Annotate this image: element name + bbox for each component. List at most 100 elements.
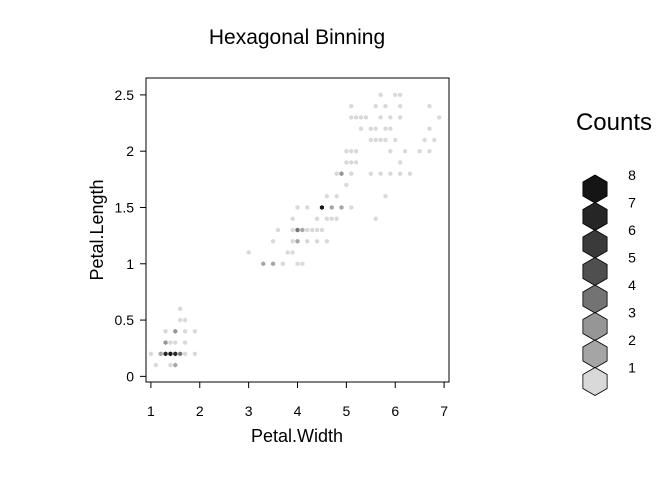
legend-swatch-1 (582, 367, 608, 396)
hexbin-cell-86 (373, 126, 378, 132)
hexbin-cell-78 (398, 160, 403, 165)
hexbin-cell-80 (373, 137, 378, 143)
hexbin-cell-8 (178, 351, 183, 357)
hexbin-cell-58 (334, 171, 339, 177)
hexbin-cell-102 (393, 92, 398, 98)
hexbin-cell-0 (153, 362, 158, 368)
hexbin-cell-7 (173, 351, 178, 357)
legend-label-4: 4 (628, 277, 636, 293)
hexbin-cell-30 (270, 238, 276, 244)
hexbin-cell-25 (280, 261, 285, 267)
legend-swatch-2 (582, 339, 608, 369)
hexbin-cell-26 (285, 250, 290, 255)
hexbin-cell-68 (349, 160, 354, 165)
hexbin-cell-55 (334, 193, 339, 199)
y-tick-label-4: 2 (126, 143, 134, 159)
legend-swatch-4 (582, 284, 608, 314)
hexbin-cell-34 (314, 238, 320, 244)
hexbin-cell-93 (388, 115, 393, 120)
legend-label-1: 1 (628, 360, 636, 376)
hexbin-cell-2 (173, 362, 178, 368)
hexbin-cell-75 (402, 148, 408, 154)
hexbin-cell-15 (163, 328, 168, 334)
legend-label-8: 8 (628, 167, 636, 183)
hexbin-cell-59 (339, 171, 344, 177)
hexbin-cell-105 (427, 103, 432, 109)
hexbin-cell-97 (427, 126, 432, 132)
y-tick-label-5: 2.5 (115, 87, 135, 103)
hexbin-cell-19 (178, 317, 183, 323)
hexbin-cell-22 (246, 250, 251, 255)
hexbin-cell-36 (275, 227, 281, 233)
hexbin-cell-100 (398, 103, 403, 109)
y-axis: 0 0.5 1 1.5 2 2.5 (115, 87, 147, 384)
legend-label-7: 7 (628, 195, 636, 211)
hexbin-cell-70 (373, 216, 378, 222)
hexbin-cell-1 (168, 362, 173, 368)
hexbin-cell-41 (310, 227, 315, 233)
hexbin-cell-29 (300, 261, 305, 267)
x-tick-label-4: 4 (294, 403, 302, 419)
hexbin-cell-83 (422, 137, 427, 143)
hexbin-cell-12 (168, 340, 173, 345)
hexbin-cell-44 (329, 216, 334, 222)
hexbin-cell-17 (183, 328, 188, 334)
hexbin-cell-42 (314, 227, 320, 233)
hexbin-cell-81 (378, 137, 383, 143)
hexbin-cell-9 (183, 351, 188, 357)
x-tick-label-2: 2 (196, 403, 204, 419)
chart-title: Hexagonal Binning (209, 26, 385, 49)
hexbin-cell-47 (324, 216, 329, 222)
hexbin-cell-38 (295, 227, 300, 233)
hexbin-cell-106 (383, 126, 388, 132)
hexbin-cell-77 (427, 148, 432, 154)
hexbin-cell-74 (388, 148, 393, 154)
hexbin-cell-53 (305, 205, 310, 210)
hexbin-cell-18 (192, 328, 197, 334)
hexbin-cell-72 (349, 148, 354, 154)
hexbin-cell-13 (173, 340, 178, 345)
legend-swatch-7 (582, 202, 608, 231)
hexbin-cell-65 (407, 171, 412, 177)
legend-swatch-6 (582, 229, 608, 259)
legend-label-6: 6 (628, 222, 636, 238)
hexbin-cell-60 (349, 171, 354, 177)
hexbin-cell-94 (398, 115, 403, 120)
hexbin-cell-62 (378, 171, 383, 177)
hexbin-cell-20 (183, 317, 188, 323)
hexbin-cell-91 (363, 115, 368, 120)
hexbin-cell-43 (319, 227, 325, 233)
hexbin-cell-4 (158, 351, 163, 357)
legend-swatch-8 (582, 174, 608, 204)
hexbin-cell-21 (178, 306, 183, 312)
hexbin-cell-61 (368, 171, 373, 177)
hexbin-cell-88 (349, 115, 354, 120)
hexbin-cell-51 (349, 205, 354, 210)
hexbin-cell-63 (388, 171, 393, 177)
x-tick-label-5: 5 (342, 403, 350, 419)
hexbin-cell-67 (344, 160, 349, 165)
hexbin-cell-64 (398, 171, 403, 177)
hexbin-cell-39 (300, 227, 305, 233)
hexbin-cell-48 (329, 205, 334, 210)
legend-label-2: 2 (628, 332, 636, 348)
x-axis: 1 2 3 4 5 6 7 (147, 381, 448, 419)
hexbin-cell-3 (148, 351, 153, 357)
hexbin-cell-107 (383, 137, 388, 143)
hexbin-cell-66 (334, 216, 339, 222)
legend-swatch-5 (582, 257, 608, 286)
hexbin-cell-79 (368, 137, 373, 143)
hexbin-cell-27 (290, 250, 295, 255)
hexbin-cell-28 (295, 261, 300, 267)
x-tick-label-6: 6 (391, 403, 399, 419)
hexbin-cell-33 (305, 238, 310, 244)
hexbin-cell-5 (163, 351, 168, 357)
legend-label-3: 3 (628, 305, 636, 321)
hexbin-cell-52 (295, 205, 300, 210)
hexbin-cell-92 (378, 115, 383, 120)
hexbin-cell-89 (354, 115, 359, 120)
hexbin-cell-50 (339, 205, 344, 210)
hexbin-cell-101 (378, 92, 383, 98)
hexbin-cell-84 (432, 137, 437, 143)
